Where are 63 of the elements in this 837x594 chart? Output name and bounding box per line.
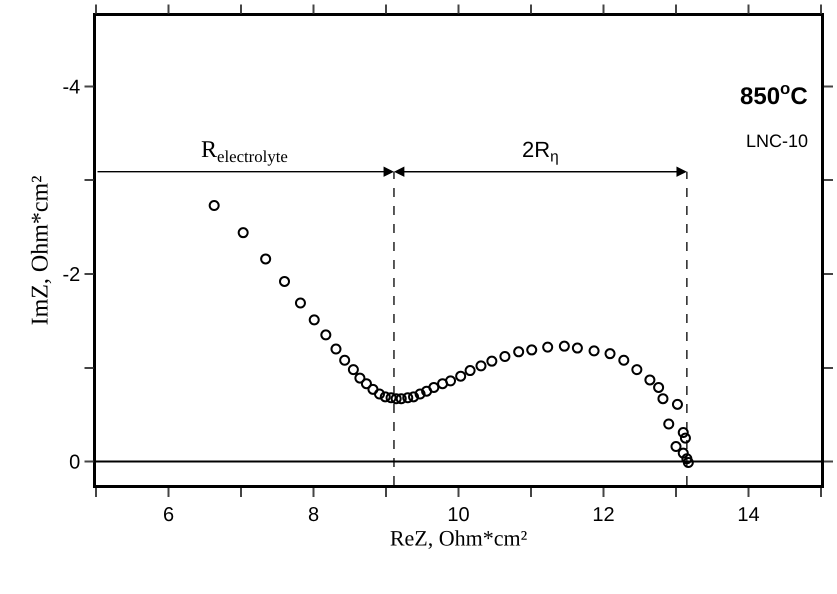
- point: [486, 356, 498, 367]
- point: [572, 342, 583, 354]
- point: [678, 426, 689, 438]
- annotation: LNC-10: [746, 131, 808, 151]
- point: [663, 418, 674, 430]
- point: [499, 350, 510, 362]
- point: [396, 393, 407, 404]
- point: [260, 253, 272, 264]
- point: [678, 448, 689, 459]
- point: [208, 200, 220, 211]
- point: [428, 382, 440, 393]
- annotation: 2R$_{η}$: [522, 137, 559, 166]
- point: [558, 340, 570, 352]
- x-tick-label: 10: [447, 504, 470, 526]
- point: [402, 392, 414, 404]
- point: [374, 388, 385, 400]
- point: [631, 364, 642, 376]
- annotation: 850$^{o}$C: [740, 79, 808, 110]
- point: [672, 398, 683, 410]
- point: [348, 364, 359, 376]
- point: [657, 393, 668, 404]
- point: [680, 432, 691, 444]
- point: [670, 441, 682, 452]
- point: [339, 354, 350, 366]
- point: [330, 343, 342, 354]
- point: [526, 344, 538, 356]
- point: [445, 375, 456, 386]
- point: [682, 456, 694, 468]
- x-tick-label: 14: [737, 504, 760, 526]
- point: [588, 345, 600, 356]
- x-tick-label: 8: [308, 504, 320, 526]
- y-tick-label: -4: [62, 76, 80, 98]
- point: [354, 372, 366, 384]
- point: [294, 298, 306, 309]
- y-axis-title: ImZ, Ohm*cm²: [28, 176, 54, 326]
- point: [320, 329, 332, 340]
- point: [437, 378, 448, 390]
- point: [513, 346, 524, 358]
- point: [360, 378, 372, 390]
- annotation: R$_{electrolyte}$: [201, 137, 288, 166]
- point: [653, 382, 664, 393]
- point: [408, 391, 420, 402]
- x-tick-label: 12: [592, 504, 615, 526]
- point: [386, 392, 397, 404]
- point: [455, 370, 466, 382]
- point: [414, 388, 426, 400]
- point: [464, 365, 476, 376]
- point: [367, 384, 378, 395]
- x-tick-label: 6: [162, 504, 174, 526]
- point: [604, 348, 616, 360]
- point: [421, 386, 432, 397]
- point: [279, 276, 290, 287]
- point: [644, 374, 656, 386]
- x-axis-title: ReZ, Ohm*cm²: [390, 526, 528, 551]
- y-tick-label: -2: [62, 264, 80, 286]
- point: [618, 354, 630, 366]
- point: [390, 393, 402, 404]
- point: [380, 391, 391, 402]
- point: [475, 360, 486, 372]
- point: [238, 227, 249, 238]
- point: [308, 314, 320, 326]
- y-tick-label: 0: [69, 452, 80, 474]
- point: [542, 342, 554, 353]
